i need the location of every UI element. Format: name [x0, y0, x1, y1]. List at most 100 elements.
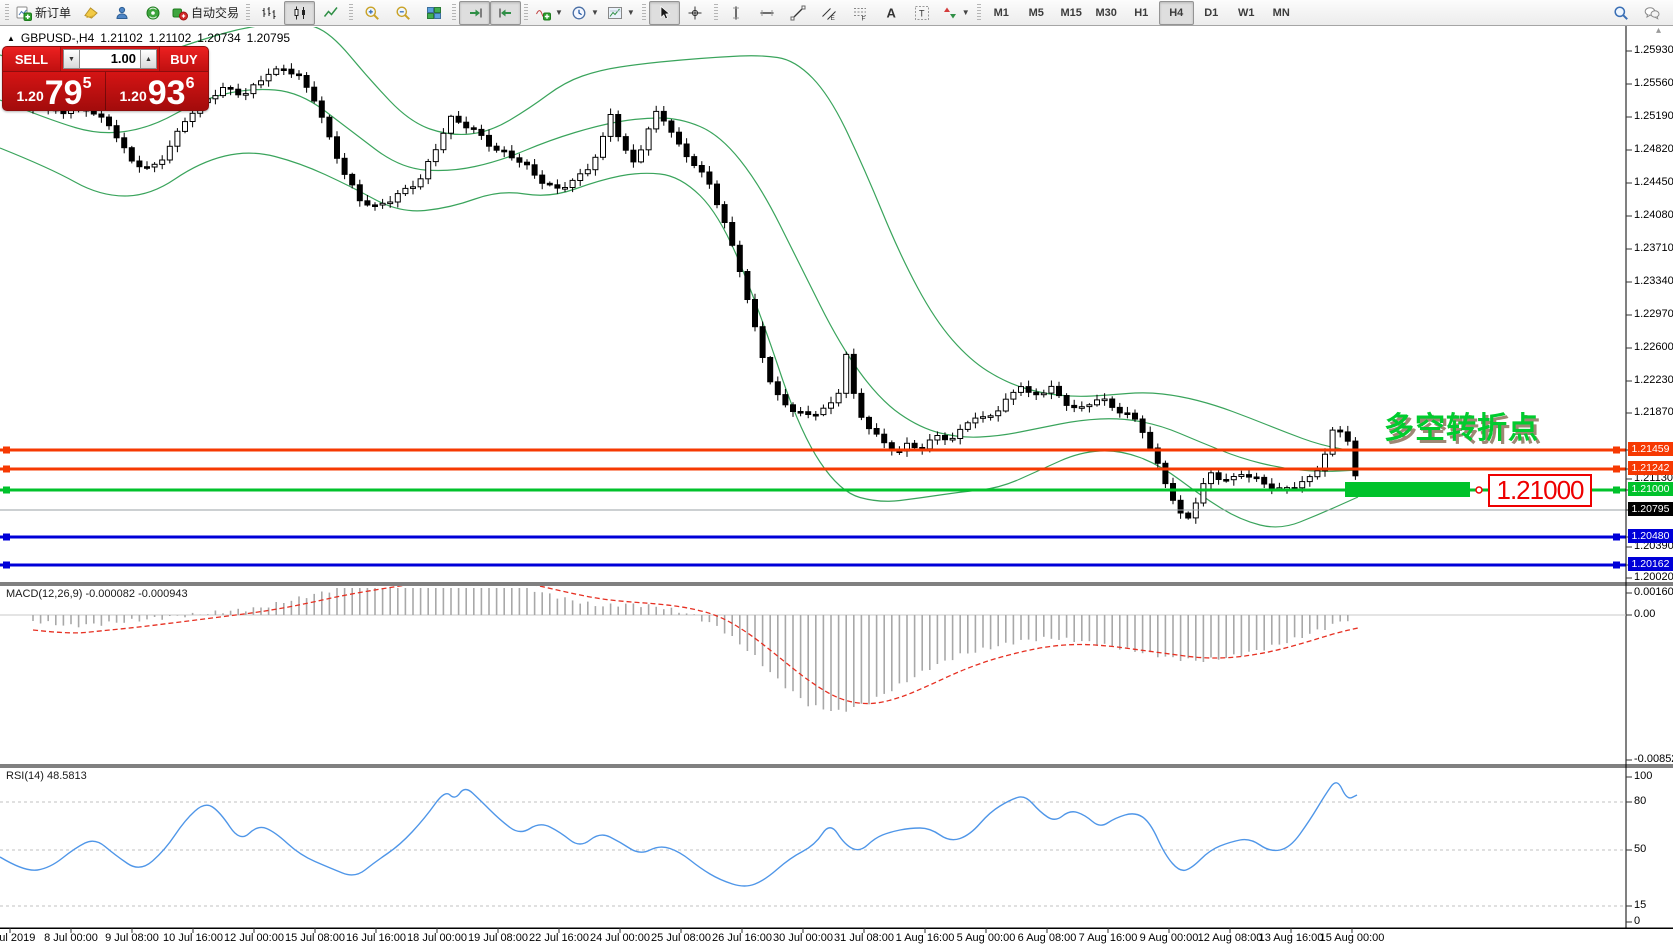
price-axis-tick: 1.22970: [1634, 308, 1673, 320]
rsi-axis-tick: 0: [1634, 915, 1641, 927]
sell-price-whole: 1.20: [16, 88, 44, 104]
scroll-up-marker[interactable]: ▴: [1656, 25, 1662, 36]
chart-annotation-text[interactable]: 多空转折点: [1384, 412, 1539, 445]
text-label-icon: T: [914, 5, 930, 21]
periods-button[interactable]: ▼: [567, 1, 603, 25]
toolbar-grip: [246, 3, 251, 22]
auto-scroll-icon: [467, 5, 483, 21]
cursor-button[interactable]: [648, 0, 680, 25]
rsi-panel: [0, 782, 1626, 907]
tf-m1-button[interactable]: M1: [984, 1, 1019, 25]
text-label-button[interactable]: T: [907, 1, 938, 25]
buy-price-pipette: 6: [185, 75, 195, 92]
metaeditor-button[interactable]: [75, 1, 106, 25]
chart-title: ▲ GBPUSD-,H4 1.21102 1.21102 1.20734 1.2…: [7, 31, 290, 45]
tf-h1-button[interactable]: H1: [1124, 1, 1159, 25]
text-button[interactable]: A: [876, 1, 907, 25]
community-chat-button[interactable]: [1636, 1, 1667, 25]
trendline-button[interactable]: [783, 1, 814, 25]
tile-windows-button[interactable]: [418, 1, 449, 25]
horizontal-line-button[interactable]: [752, 1, 783, 25]
volume-input[interactable]: 1.00: [80, 49, 140, 69]
toolbar-grip: [5, 3, 9, 22]
chevron-down-icon[interactable]: ▼: [555, 8, 563, 17]
new-order-button[interactable]: 新订单: [12, 1, 75, 25]
price-axis-tick: 1.25930: [1634, 44, 1673, 56]
collapse-triangle-icon[interactable]: ▲: [7, 33, 15, 43]
time-axis-label: 12 Aug 08:00: [1197, 932, 1263, 944]
candlestick-chart-icon: [292, 5, 308, 21]
tf-w1-button[interactable]: W1: [1229, 1, 1264, 25]
volume-increase-button[interactable]: ▲: [140, 49, 157, 69]
svg-text:T: T: [919, 8, 925, 18]
svg-text:F: F: [862, 15, 866, 21]
ohlc-low: 1.20734: [197, 31, 241, 45]
auto-trading-button[interactable]: 自动交易: [168, 1, 243, 25]
candlestick-chart-button[interactable]: [284, 0, 316, 25]
chevron-down-icon[interactable]: ▼: [961, 8, 970, 17]
toolbar-grip: [641, 3, 646, 22]
tf-m5-button[interactable]: M5: [1019, 1, 1054, 25]
chevron-down-icon[interactable]: ▼: [626, 8, 635, 17]
templates-button[interactable]: ▼: [603, 1, 639, 25]
community-button[interactable]: [106, 1, 137, 25]
green-rectangle-object[interactable]: [1345, 482, 1470, 497]
equidistant-channel-button[interactable]: E: [814, 1, 845, 25]
search-button[interactable]: [1605, 1, 1636, 25]
tf-mn-button[interactable]: MN: [1264, 1, 1299, 25]
price-axis-tick: 1.22600: [1634, 341, 1673, 353]
cursor-icon: [656, 5, 672, 21]
price-axis-label: 1.21242: [1628, 461, 1673, 475]
templates-icon: [607, 5, 623, 21]
price-level-tag[interactable]: 1.21000: [1488, 474, 1592, 507]
fibonacci-button[interactable]: F: [845, 1, 876, 25]
main-toolbar: 新订单 自动交易 ▼ ▼ ▼ E F A T ▼ M1 M5 M15 M30 H1 H4 D1 W1 MN: [0, 0, 1673, 26]
time-axis-label: 15 Jul 08:00: [285, 932, 345, 944]
time-axis-label: 1 Aug 16:00: [895, 932, 955, 944]
tf-m15-button[interactable]: M15: [1054, 1, 1089, 25]
zoom-out-button[interactable]: [387, 1, 418, 25]
line-chart-button[interactable]: [315, 1, 346, 25]
toolbar-grip: [976, 3, 981, 22]
vertical-line-button[interactable]: [721, 1, 752, 25]
macd-signal-line: [32, 586, 1359, 705]
time-axis-label: 10 Jul 16:00: [163, 932, 223, 944]
volume-control: ▼ 1.00 ▲: [61, 47, 159, 71]
time-axis-label: 5 Aug 00:00: [956, 932, 1016, 944]
community-icon: [114, 5, 130, 21]
buy-price-display[interactable]: 1.20 93 6: [105, 72, 208, 110]
zoom-in-button[interactable]: [356, 1, 387, 25]
toolbar-grip: [349, 3, 354, 22]
price-axis-tick: 1.25190: [1634, 110, 1673, 122]
crosshair-button[interactable]: [680, 1, 711, 25]
sell-price-display[interactable]: 1.20 79 5: [3, 72, 105, 110]
time-axis-label: 26 Jul 16:00: [712, 932, 772, 944]
price-axis-tick: 1.20020: [1634, 571, 1673, 583]
time-axis-label: 9 Aug 00:00: [1139, 932, 1199, 944]
chevron-down-icon[interactable]: ▼: [590, 8, 599, 17]
sell-button[interactable]: SELL: [3, 47, 61, 71]
time-axis-label: 9 Jul 08:00: [105, 932, 159, 944]
tf-m30-button[interactable]: M30: [1089, 1, 1124, 25]
indicators-button[interactable]: ▼: [531, 1, 567, 25]
price-axis-tick: 1.25560: [1634, 77, 1673, 89]
sell-price-pips: 79: [44, 74, 83, 111]
time-axis-label: 6 Aug 08:00: [1017, 932, 1077, 944]
tf-d1-button[interactable]: D1: [1194, 1, 1229, 25]
new-order-icon: [16, 5, 32, 21]
rsi-axis-tick: 15: [1634, 899, 1647, 911]
bar-chart-button[interactable]: [253, 1, 284, 25]
time-axis-label: 22 Jul 16:00: [529, 932, 589, 944]
tf-m5-label: M5: [1028, 6, 1044, 19]
buy-button[interactable]: BUY: [159, 47, 208, 71]
chart-shift-button[interactable]: [490, 0, 522, 25]
tf-h4-button[interactable]: H4: [1158, 0, 1194, 25]
one-click-trading-panel: SELL ▼ 1.00 ▲ BUY 1.20 79 5 1.20 93 6: [2, 46, 209, 111]
arrows-button[interactable]: ▼: [938, 1, 974, 25]
news-button[interactable]: [137, 1, 168, 25]
auto-scroll-button[interactable]: [459, 0, 491, 25]
volume-decrease-button[interactable]: ▼: [63, 49, 80, 69]
metaeditor-icon: [83, 5, 99, 21]
